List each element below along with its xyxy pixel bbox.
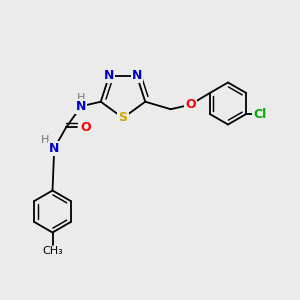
Text: N: N [132,69,142,82]
Text: N: N [104,69,114,82]
Text: N: N [49,142,59,155]
Text: Cl: Cl [253,107,266,121]
Text: N: N [76,100,86,113]
Text: O: O [185,98,196,111]
Text: O: O [80,121,91,134]
Text: S: S [118,111,127,124]
Text: H: H [77,93,86,103]
Text: H: H [41,135,50,145]
Text: CH₃: CH₃ [42,246,63,256]
